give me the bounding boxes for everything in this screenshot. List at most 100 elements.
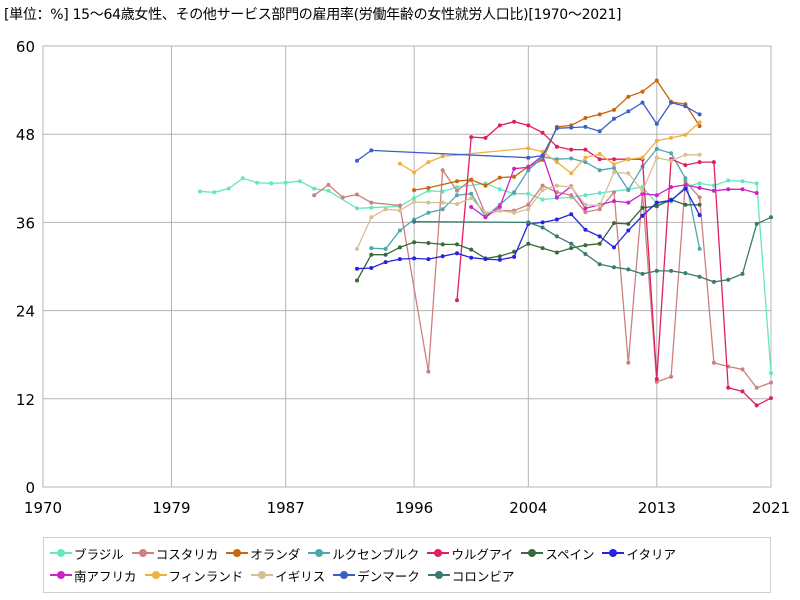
data-point	[697, 152, 702, 157]
data-point	[583, 210, 588, 215]
data-point	[497, 254, 502, 259]
data-point	[512, 166, 517, 171]
data-point	[612, 170, 616, 175]
data-point	[597, 203, 602, 208]
data-point	[269, 181, 274, 186]
data-point	[626, 200, 631, 205]
y-tick-label: 24	[16, 303, 35, 321]
data-point	[754, 191, 759, 195]
data-point	[369, 252, 374, 257]
data-point	[769, 215, 773, 220]
data-point	[683, 271, 688, 276]
data-point	[697, 246, 702, 251]
data-point	[526, 191, 531, 196]
data-point	[455, 251, 459, 256]
data-point	[640, 100, 645, 105]
data-point	[640, 271, 645, 276]
data-point	[540, 183, 545, 188]
x-tick-label: 1987	[267, 499, 305, 517]
legend-label: イタリア	[626, 546, 676, 562]
data-point	[412, 170, 417, 175]
legend-label: デンマーク	[357, 568, 420, 584]
data-point	[426, 369, 431, 374]
x-tick-label: 2021	[752, 499, 790, 517]
data-point	[654, 121, 659, 126]
data-point	[583, 193, 588, 198]
data-point	[697, 120, 702, 125]
data-point	[483, 183, 488, 188]
data-point	[483, 210, 488, 215]
y-tick-label: 12	[16, 391, 35, 409]
data-point	[455, 298, 459, 303]
data-point	[640, 188, 645, 193]
data-point	[440, 254, 445, 259]
data-point	[526, 207, 531, 212]
data-point	[654, 78, 659, 83]
data-point	[726, 178, 731, 183]
series-7	[469, 153, 759, 220]
data-point	[554, 183, 559, 188]
series-10	[355, 100, 702, 163]
legend-label: フィンランド	[168, 568, 244, 584]
data-point	[412, 219, 417, 224]
data-point	[440, 154, 445, 159]
legend-swatch	[50, 570, 72, 580]
data-point	[711, 279, 716, 284]
data-point	[355, 206, 359, 211]
data-point	[626, 267, 631, 272]
data-point	[497, 175, 502, 180]
data-point	[569, 246, 574, 251]
legend-label: コロンビア	[451, 568, 515, 584]
data-point	[669, 158, 674, 163]
legend-item: イタリア	[602, 542, 676, 564]
data-point	[397, 161, 402, 166]
data-point	[726, 385, 731, 390]
data-point	[626, 221, 631, 226]
data-point	[612, 190, 616, 195]
data-point	[369, 200, 374, 205]
data-point	[440, 200, 445, 205]
data-point	[569, 212, 574, 217]
data-point	[469, 135, 474, 140]
data-point	[526, 220, 531, 225]
data-point	[583, 252, 588, 256]
data-point	[569, 241, 574, 246]
data-point	[483, 135, 488, 140]
data-point	[540, 197, 545, 202]
data-point	[412, 196, 417, 201]
data-point	[583, 206, 588, 211]
data-point	[526, 202, 531, 207]
legend-item: ウルグアイ	[427, 542, 513, 564]
data-point	[654, 268, 659, 273]
data-point	[554, 157, 559, 162]
data-point	[654, 377, 659, 381]
data-point	[397, 208, 402, 213]
data-point	[626, 360, 631, 365]
data-point	[469, 177, 474, 182]
data-point	[597, 168, 602, 173]
data-point	[412, 199, 417, 204]
data-point	[740, 367, 745, 372]
data-point	[397, 257, 402, 262]
legend-swatch	[308, 548, 331, 558]
data-point	[612, 245, 616, 250]
data-point	[540, 220, 545, 225]
legend-label: コスタリカ	[155, 546, 219, 562]
series-line	[414, 79, 701, 191]
data-point	[640, 213, 645, 218]
y-tick-label: 0	[25, 479, 35, 497]
data-point	[383, 246, 388, 251]
legend-item: 南アフリカ	[50, 564, 137, 586]
legend-item: オランダ	[226, 542, 300, 564]
data-point	[426, 257, 431, 262]
legend-label: イギリス	[275, 568, 326, 584]
data-point	[483, 257, 488, 262]
chart-series	[198, 78, 773, 408]
data-point	[654, 138, 659, 143]
data-point	[597, 129, 602, 134]
data-point	[626, 109, 631, 114]
data-point	[697, 202, 702, 207]
legend-item: ブラジル	[50, 542, 124, 564]
x-tick-label: 1979	[152, 499, 190, 517]
data-point	[326, 182, 331, 187]
